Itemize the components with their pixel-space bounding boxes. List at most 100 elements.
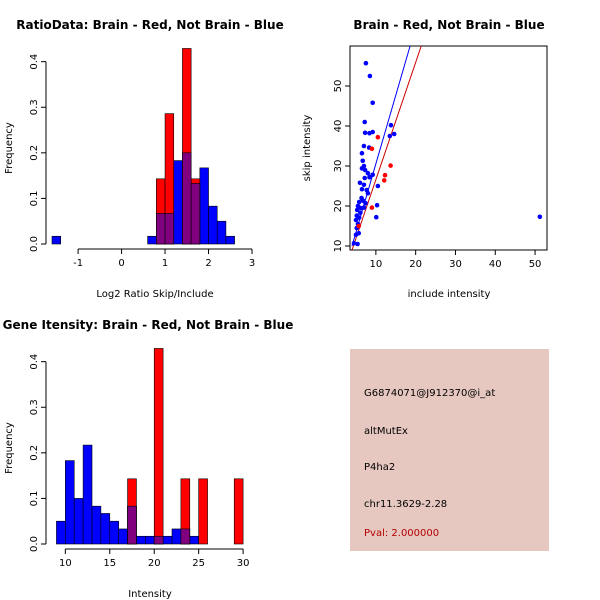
intensity-scatter-frame xyxy=(349,45,548,251)
scatter-point-not-brain xyxy=(362,167,368,173)
scatter-x-tick-label: 30 xyxy=(449,259,462,270)
intensity-bar-overlap xyxy=(127,505,137,545)
intensity-bar-overlap xyxy=(180,528,191,545)
pval-text: Pval: 2.000000 xyxy=(364,528,439,539)
scatter-point-not-brain xyxy=(375,183,381,189)
intensity-bar-not-brain xyxy=(145,535,155,545)
ratio-x-tick-label: -1 xyxy=(73,258,83,269)
intensity-bar-not-brain xyxy=(82,444,93,545)
intensity-y-tick-label: 0.1 xyxy=(29,490,40,506)
scatter-point-not-brain xyxy=(359,186,365,192)
scatter-point-not-brain xyxy=(356,199,362,205)
ratio-y-tick-label: 0.1 xyxy=(29,190,40,206)
scatter-point-not-brain xyxy=(362,130,368,136)
ratio-x-tick-label: 0 xyxy=(118,258,124,269)
ratio-histogram: RatioData: Brain - Red, Not Brain - Blue… xyxy=(4,18,284,300)
scatter-point-not-brain xyxy=(351,240,357,246)
scatter-point-not-brain xyxy=(359,150,365,156)
scatter-point-not-brain xyxy=(365,170,371,176)
ratio-histogram-xlabel: Log2 Ratio Skip/Include xyxy=(96,289,213,300)
scatter-point-brain xyxy=(369,205,375,210)
intensity-x-tick-label: 30 xyxy=(237,558,250,569)
ratio-bar-not-brain xyxy=(173,160,183,245)
scatter-point-not-brain xyxy=(353,217,359,223)
intensity-bar-not-brain xyxy=(189,535,199,545)
ratio-x-tick-label: 2 xyxy=(205,258,211,269)
event-type: altMutEx xyxy=(364,426,408,437)
intensity-histogram-y-axis: 0.0 0.1 0.2 0.3 0.4 xyxy=(29,354,47,552)
intensity-bar-not-brain xyxy=(162,535,173,545)
ratio-histogram-x-axis: -1 0 1 2 3 xyxy=(73,248,255,269)
ratio-x-tick-label: 1 xyxy=(162,258,168,269)
scatter-point-not-brain xyxy=(370,100,375,106)
ratio-bar-overlap xyxy=(182,152,192,245)
ratio-bar-not-brain xyxy=(216,220,227,245)
intensity-bar-not-brain xyxy=(65,460,75,545)
scatter-point-not-brain xyxy=(358,210,363,216)
ratio-bar-overlap xyxy=(164,213,175,245)
scatter-y-tick-label: 50 xyxy=(333,80,344,93)
scatter-y-tick-label: 20 xyxy=(333,200,344,213)
scatter-y-tick-label: 10 xyxy=(333,240,344,253)
scatter-point-not-brain xyxy=(362,119,368,125)
scatter-point-not-brain xyxy=(370,172,375,178)
info-panel-background xyxy=(350,349,549,551)
scatter-point-brain xyxy=(375,134,381,140)
scatter-point-brain xyxy=(356,223,362,229)
scatter-x-tick-label: 20 xyxy=(409,259,422,270)
intensity-bar-brain xyxy=(198,478,208,545)
scatter-point-not-brain xyxy=(357,180,363,186)
intensity-bar-overlap xyxy=(153,535,164,545)
scatter-point-not-brain xyxy=(356,215,362,220)
scatter-fit-line-brain xyxy=(351,46,422,250)
ratio-bar-overlap xyxy=(190,183,201,245)
scatter-point-not-brain xyxy=(365,190,371,196)
ratio-y-tick-label: 0.2 xyxy=(29,145,40,161)
ratio-bar-not-brain xyxy=(199,167,209,245)
scatter-point-brain xyxy=(388,163,393,168)
intensity-bar-not-brain xyxy=(109,520,119,545)
ratio-histogram-ylabel: Frequency xyxy=(4,122,15,174)
intensity-x-tick-label: 10 xyxy=(59,558,72,569)
scatter-point-not-brain xyxy=(361,143,367,149)
ratio-histogram-bars xyxy=(51,48,235,245)
scatter-point-brain xyxy=(369,146,375,152)
scatter-point-not-brain xyxy=(360,158,366,164)
intensity-bar-brain xyxy=(153,348,164,545)
intensity-scatter-title: Brain - Red, Not Brain - Blue xyxy=(353,18,544,32)
ratio-y-tick-label: 0.4 xyxy=(29,54,40,70)
intensity-x-tick-label: 20 xyxy=(148,558,161,569)
scatter-point-not-brain xyxy=(367,174,372,180)
intensity-bar-not-brain xyxy=(73,498,84,545)
scatter-y-tick-label: 30 xyxy=(333,160,344,173)
intensity-x-tick-label: 15 xyxy=(103,558,116,569)
ratio-histogram-title: RatioData: Brain - Red, Not Brain - Blue xyxy=(16,18,283,32)
ratio-bar-not-brain xyxy=(225,235,235,245)
scatter-point-brain xyxy=(381,178,387,183)
intensity-x-tick-label: 25 xyxy=(192,558,205,569)
probe-id: G6874071@J912370@i_at xyxy=(364,388,495,399)
scatter-point-not-brain xyxy=(391,131,397,137)
intensity-histogram-bars xyxy=(56,348,244,545)
intensity-scatter-fit-lines xyxy=(351,46,422,250)
ratio-bar-not-brain xyxy=(147,235,157,245)
scatter-point-not-brain xyxy=(354,207,360,213)
scatter-point-not-brain xyxy=(373,214,379,220)
scatter-x-tick-label: 40 xyxy=(489,259,502,270)
ratio-bar-overlap xyxy=(156,213,166,245)
ratio-y-tick-label: 0.0 xyxy=(29,236,40,252)
ratio-bar-not-brain xyxy=(208,205,218,245)
ratio-y-tick-label: 0.3 xyxy=(29,99,40,115)
genomic-location: chr11.3629-2.28 xyxy=(364,499,447,510)
scatter-point-not-brain xyxy=(537,214,543,220)
intensity-histogram-x-axis: 10 15 20 25 30 xyxy=(59,548,250,569)
intensity-histogram-xlabel: Intensity xyxy=(128,589,172,600)
intensity-scatter-x-axis: 10 20 30 40 50 xyxy=(370,249,542,270)
intensity-scatter-xlabel: include intensity xyxy=(408,289,491,300)
scatter-x-tick-label: 50 xyxy=(529,259,542,270)
intensity-histogram-title: Gene Itensity: Brain - Red, Not Brain - … xyxy=(3,318,294,332)
scatter-point-not-brain xyxy=(388,122,394,128)
intensity-y-tick-label: 0.0 xyxy=(29,536,40,552)
scatter-y-tick-label: 40 xyxy=(333,120,344,133)
